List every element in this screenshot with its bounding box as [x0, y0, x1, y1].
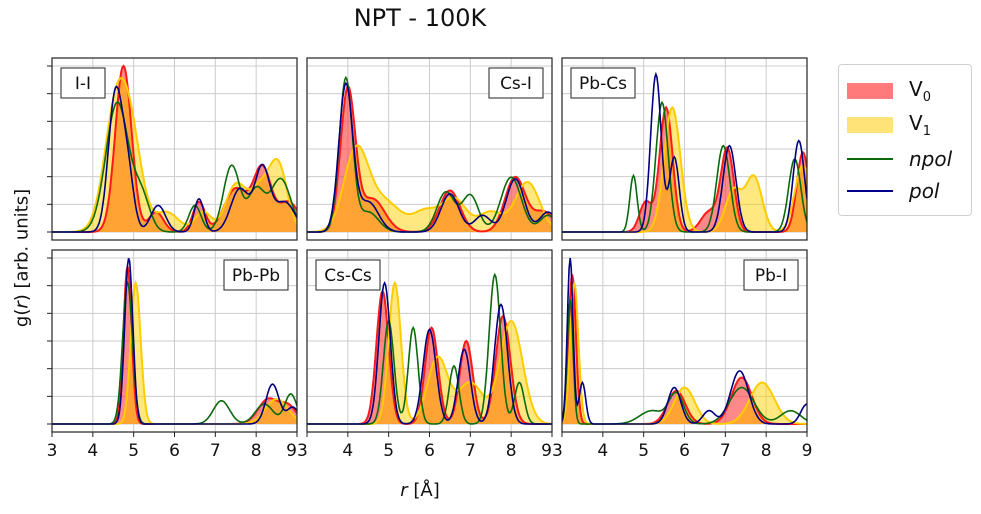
panel-frame — [51, 57, 298, 241]
pol-line — [562, 257, 807, 425]
legend-item-pol: pol — [847, 177, 940, 205]
v1-area — [562, 282, 807, 424]
panel-cs-i: Cs-I — [306, 57, 553, 241]
x-tick-label: 4 — [87, 441, 98, 461]
panel-frame — [561, 57, 808, 241]
pol-line — [52, 257, 297, 425]
x-tick-label: 4 — [342, 441, 353, 461]
panel-label: Pb-I — [755, 266, 787, 286]
pol-line — [52, 85, 297, 233]
x-tick-label: 5 — [383, 441, 394, 461]
x-tick-label: 6 — [424, 441, 435, 461]
v1-line — [307, 144, 552, 233]
x-tick-label: 7 — [210, 441, 221, 461]
x-axis-label: r [Å] — [400, 480, 440, 501]
x-tick-label: 7 — [720, 441, 731, 461]
panel-label-box — [570, 67, 636, 99]
v1-area — [562, 107, 807, 232]
legend-item-npol: npol — [847, 145, 952, 173]
v0-area — [562, 274, 807, 424]
v0-swatch — [847, 83, 893, 99]
x-tick-label: 6 — [169, 441, 180, 461]
legend: V0 V1 npol pol — [838, 64, 972, 216]
x-tick-label: 5 — [128, 441, 139, 461]
curves — [52, 257, 297, 425]
panel-frame — [306, 57, 553, 241]
panel-cs-cs: 4 5 6 7 8 93 Cs-Cs — [306, 249, 563, 461]
y-axis-label: g(r) [arb. units] — [11, 188, 33, 328]
x-tick-label: 9 — [802, 441, 813, 461]
panel-label: I-I — [75, 74, 91, 94]
curves — [562, 257, 807, 425]
pol-swatch — [847, 190, 893, 192]
pol-line — [307, 81, 552, 233]
panel-label-box — [743, 259, 799, 291]
v0-area — [307, 291, 552, 424]
v1-swatch — [847, 117, 893, 133]
x-tick-label: 6 — [679, 441, 690, 461]
x-tick-label: 93 — [541, 441, 563, 461]
panel-pb-i: 4 5 6 7 8 9 Pb-I — [561, 249, 813, 461]
x-tick-label: 7 — [465, 441, 476, 461]
x-tick-label: 93 — [286, 441, 308, 461]
panel-pb-cs: Pb-Cs — [561, 57, 808, 241]
figure-title: NPT - 100K — [353, 4, 487, 32]
panel-i-i: I-I — [47, 57, 298, 241]
x-tick-label: 5 — [638, 441, 649, 461]
curves — [562, 71, 807, 233]
x-tick-label: 8 — [251, 441, 262, 461]
curves — [52, 64, 297, 233]
panel-label: Pb-Pb — [232, 266, 280, 286]
x-tick-label: 3 — [47, 441, 58, 461]
curves — [307, 272, 552, 425]
npol-line — [307, 75, 552, 233]
v1-line — [52, 77, 297, 233]
panel-pb-pb: 3 4 5 6 7 8 93 Pb-Pb — [47, 249, 308, 461]
panel-label-box — [315, 259, 381, 291]
panel-label: Cs-Cs — [324, 266, 372, 286]
x-tick-label: 4 — [597, 441, 608, 461]
x-tick-label: 8 — [506, 441, 517, 461]
legend-item-v0: V0 — [847, 77, 931, 105]
pol-line — [307, 280, 552, 425]
panel-label-box — [488, 67, 544, 99]
overlap-area — [52, 328, 297, 424]
panel-label: Pb-Cs — [579, 74, 627, 94]
x-tick-label: 8 — [761, 441, 772, 461]
pol-line — [562, 71, 807, 233]
overlap-area — [307, 145, 552, 232]
panel-label-box — [60, 67, 106, 99]
npol-line — [52, 101, 297, 233]
panel-label: Cs-I — [500, 74, 532, 94]
panel-label-box — [223, 259, 289, 291]
npol-swatch — [847, 158, 893, 160]
curves — [307, 75, 552, 233]
legend-item-v1: V1 — [847, 111, 931, 139]
